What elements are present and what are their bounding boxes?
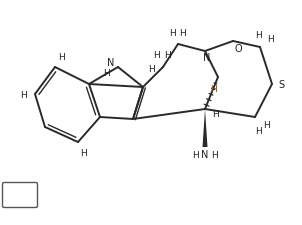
Text: N: N — [107, 58, 115, 68]
Text: Abs: Abs — [12, 196, 28, 205]
Text: H: H — [255, 126, 261, 135]
Text: N: N — [201, 149, 209, 159]
Text: H: H — [20, 90, 26, 99]
Text: H: H — [58, 53, 64, 62]
Text: H: H — [169, 28, 175, 37]
Text: H: H — [267, 35, 273, 44]
Text: H: H — [80, 148, 86, 157]
Text: H: H — [210, 85, 216, 94]
Polygon shape — [203, 110, 207, 147]
Text: H: H — [264, 121, 270, 130]
Text: N: N — [203, 53, 211, 63]
Text: H: H — [210, 150, 217, 159]
Text: H: H — [255, 30, 261, 39]
FancyBboxPatch shape — [2, 183, 37, 208]
Text: S: S — [278, 80, 284, 90]
Text: H: H — [178, 28, 185, 37]
Text: H: H — [192, 150, 198, 159]
Text: H: H — [103, 68, 109, 77]
Text: Br: Br — [12, 186, 24, 195]
Text: H: H — [153, 51, 159, 60]
Text: H: H — [148, 65, 154, 74]
Text: H: H — [212, 110, 218, 119]
Text: H: H — [164, 51, 170, 60]
Text: O: O — [234, 44, 242, 54]
